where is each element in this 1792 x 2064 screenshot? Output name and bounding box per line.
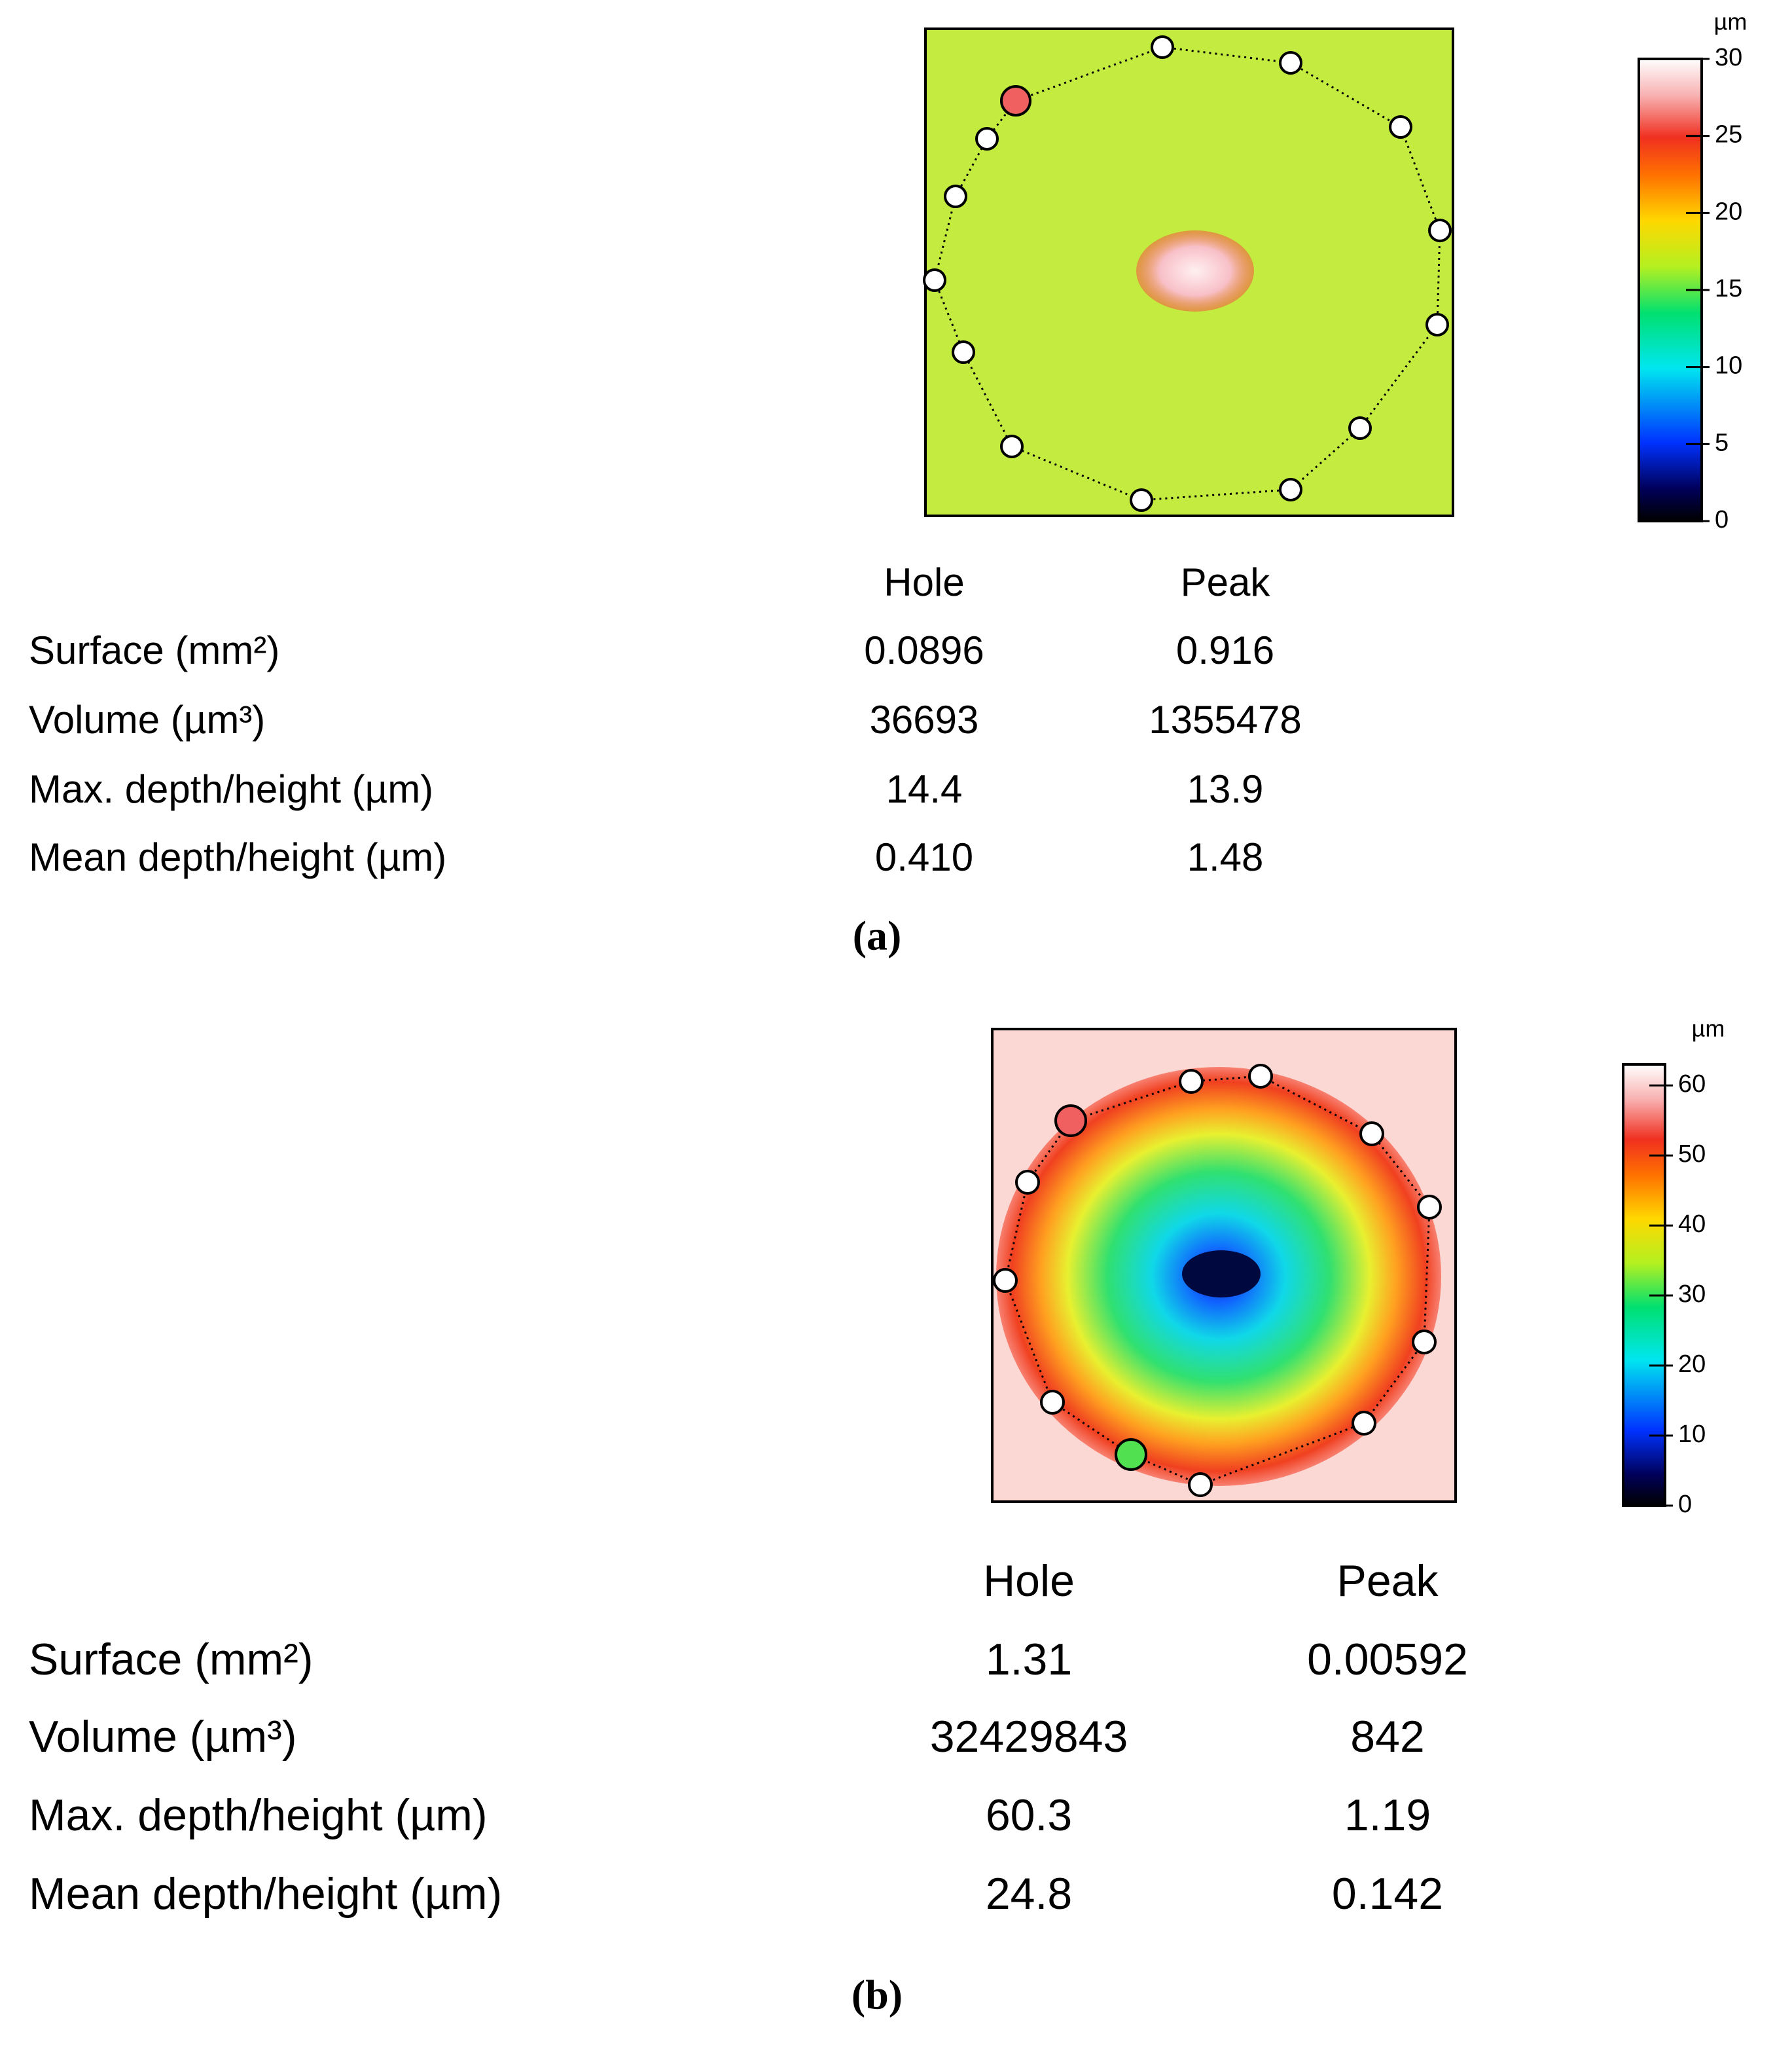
cell: 842 bbox=[1350, 1712, 1424, 1762]
cell: 32429843 bbox=[930, 1712, 1128, 1762]
cell: 0.142 bbox=[1332, 1869, 1443, 1919]
row-label: Max. depth/height (µm) bbox=[29, 767, 433, 811]
cell: 14.4 bbox=[886, 767, 963, 811]
tick-label: 30 bbox=[1678, 1280, 1706, 1308]
tick-label: 50 bbox=[1678, 1140, 1706, 1168]
tick-label: 15 bbox=[1715, 275, 1742, 302]
colorbar bbox=[1622, 1063, 1666, 1507]
tick-label: 10 bbox=[1678, 1421, 1706, 1448]
row-label: Volume (µm³) bbox=[29, 1712, 296, 1762]
tick-label: 25 bbox=[1715, 121, 1742, 149]
tick-label: 10 bbox=[1715, 352, 1742, 380]
tick-label: 60 bbox=[1678, 1070, 1706, 1098]
cell: 1.31 bbox=[986, 1635, 1072, 1684]
cell: 1.48 bbox=[1187, 835, 1264, 879]
tick-label: 20 bbox=[1715, 198, 1742, 225]
column-header: Hole bbox=[884, 560, 964, 604]
column-header: Hole bbox=[983, 1556, 1075, 1606]
column-header: Peak bbox=[1337, 1556, 1439, 1606]
cell: 0.916 bbox=[1176, 628, 1274, 672]
colorbar-unit: µm bbox=[1714, 9, 1747, 35]
height-map bbox=[991, 1028, 1457, 1503]
caption: (b) bbox=[851, 1972, 903, 2018]
cell: 13.9 bbox=[1187, 767, 1264, 811]
cell: 60.3 bbox=[986, 1790, 1072, 1840]
cell: 0.410 bbox=[875, 835, 973, 879]
row-label: Surface (mm²) bbox=[29, 628, 279, 672]
tick-label: 30 bbox=[1715, 44, 1742, 71]
row-label: Mean depth/height (µm) bbox=[29, 1869, 502, 1919]
colorbar-unit: µm bbox=[1692, 1015, 1725, 1042]
row-label: Volume (µm³) bbox=[29, 698, 265, 742]
row-label: Mean depth/height (µm) bbox=[29, 835, 446, 879]
row-label: Max. depth/height (µm) bbox=[29, 1790, 488, 1840]
cell: 1355478 bbox=[1149, 698, 1302, 742]
height-map bbox=[923, 27, 1454, 517]
cell: 0.00592 bbox=[1307, 1635, 1468, 1684]
tick-label: 0 bbox=[1678, 1491, 1692, 1518]
caption: (a) bbox=[853, 913, 902, 959]
cell: 36693 bbox=[870, 698, 979, 742]
cell: 24.8 bbox=[986, 1869, 1072, 1919]
tick-label: 0 bbox=[1715, 506, 1729, 534]
tick-label: 20 bbox=[1678, 1350, 1706, 1378]
cell: 0.0896 bbox=[864, 628, 984, 672]
tick-label: 40 bbox=[1678, 1210, 1706, 1238]
row-label: Surface (mm²) bbox=[29, 1635, 313, 1684]
column-header: Peak bbox=[1181, 560, 1271, 604]
tick-label: 5 bbox=[1715, 429, 1729, 456]
cell: 1.19 bbox=[1344, 1790, 1431, 1840]
